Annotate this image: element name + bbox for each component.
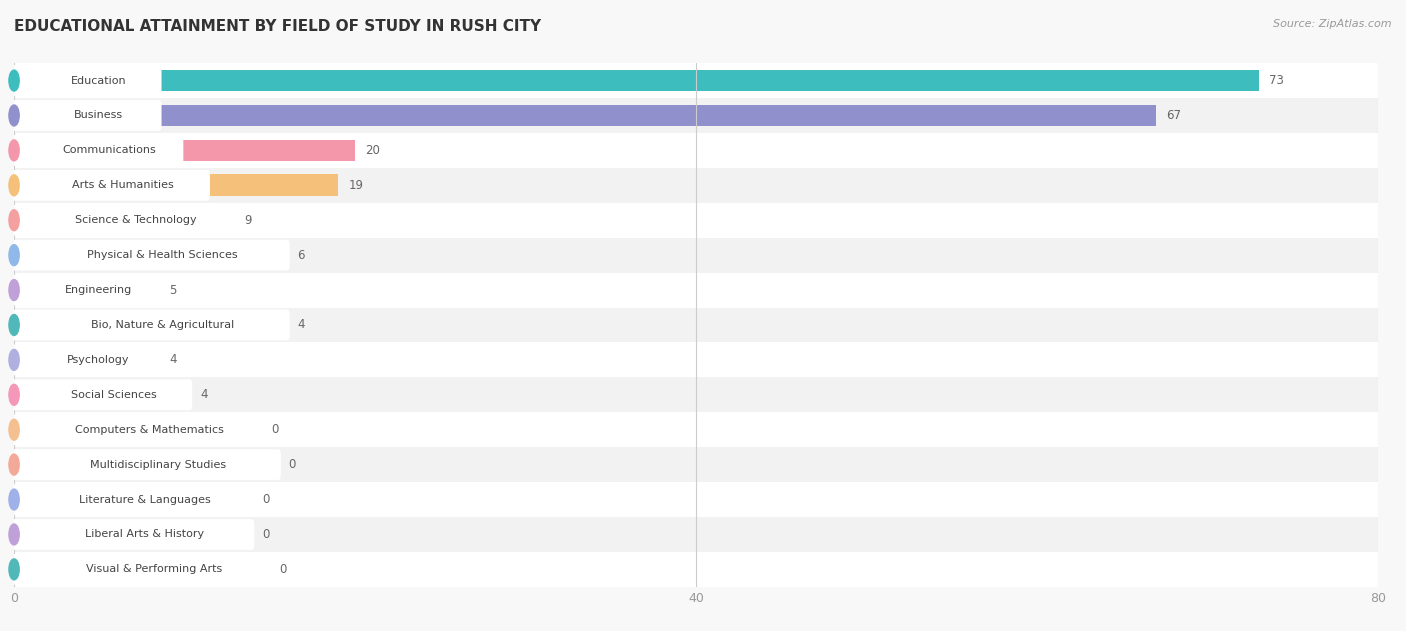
Text: 0: 0: [262, 528, 270, 541]
Circle shape: [8, 140, 20, 161]
Text: 9: 9: [245, 214, 252, 227]
FancyBboxPatch shape: [11, 345, 162, 375]
Text: 19: 19: [349, 179, 363, 192]
Circle shape: [8, 280, 20, 300]
FancyBboxPatch shape: [11, 100, 162, 131]
Circle shape: [8, 175, 20, 196]
Text: 0: 0: [262, 493, 270, 506]
Text: 5: 5: [169, 283, 177, 297]
Bar: [14, 98, 1378, 133]
Bar: [14, 209, 167, 231]
Text: Business: Business: [75, 110, 122, 121]
Bar: [14, 273, 1378, 307]
Bar: [14, 244, 117, 266]
Text: 4: 4: [298, 319, 305, 331]
Bar: [14, 377, 1378, 412]
FancyBboxPatch shape: [11, 170, 209, 201]
Text: Source: ZipAtlas.com: Source: ZipAtlas.com: [1274, 19, 1392, 29]
Bar: [14, 133, 1378, 168]
Bar: [14, 552, 1378, 587]
Circle shape: [8, 524, 20, 545]
Text: Literature & Languages: Literature & Languages: [79, 495, 211, 505]
Text: 67: 67: [1167, 109, 1181, 122]
Bar: [14, 238, 1378, 273]
FancyBboxPatch shape: [11, 240, 290, 271]
Circle shape: [8, 454, 20, 475]
Bar: [14, 517, 1378, 552]
FancyBboxPatch shape: [11, 415, 263, 445]
FancyBboxPatch shape: [11, 310, 290, 340]
Circle shape: [8, 489, 20, 510]
Circle shape: [8, 419, 20, 440]
Text: Physical & Health Sciences: Physical & Health Sciences: [87, 250, 238, 260]
Bar: [14, 175, 337, 196]
Text: Computers & Mathematics: Computers & Mathematics: [75, 425, 224, 435]
Text: 6: 6: [298, 249, 305, 262]
FancyBboxPatch shape: [11, 484, 254, 515]
Text: Visual & Performing Arts: Visual & Performing Arts: [86, 564, 222, 574]
FancyBboxPatch shape: [11, 65, 162, 96]
Bar: [14, 314, 82, 336]
Text: 0: 0: [280, 563, 287, 576]
FancyBboxPatch shape: [11, 135, 183, 166]
Text: Engineering: Engineering: [65, 285, 132, 295]
Text: Bio, Nature & Agricultural: Bio, Nature & Agricultural: [91, 320, 235, 330]
Text: Communications: Communications: [62, 145, 156, 155]
Text: 4: 4: [169, 353, 177, 367]
Bar: [14, 307, 1378, 343]
Circle shape: [8, 209, 20, 231]
Bar: [14, 168, 1378, 203]
FancyBboxPatch shape: [11, 449, 281, 480]
Text: 73: 73: [1268, 74, 1284, 87]
Bar: [14, 447, 1378, 482]
Circle shape: [8, 350, 20, 370]
Bar: [14, 203, 1378, 238]
Bar: [14, 63, 1378, 98]
Text: 0: 0: [288, 458, 295, 471]
Bar: [14, 139, 356, 161]
Text: 0: 0: [271, 423, 278, 436]
Bar: [14, 343, 1378, 377]
Circle shape: [8, 384, 20, 405]
Bar: [14, 70, 1258, 91]
Text: Education: Education: [70, 76, 127, 86]
Text: Liberal Arts & History: Liberal Arts & History: [86, 529, 204, 540]
Text: Social Sciences: Social Sciences: [70, 390, 156, 400]
Circle shape: [8, 559, 20, 580]
Text: Arts & Humanities: Arts & Humanities: [72, 180, 173, 191]
Circle shape: [8, 105, 20, 126]
Bar: [14, 412, 1378, 447]
FancyBboxPatch shape: [11, 205, 236, 235]
FancyBboxPatch shape: [11, 379, 193, 410]
Bar: [14, 349, 82, 370]
Text: 4: 4: [200, 388, 207, 401]
FancyBboxPatch shape: [11, 519, 254, 550]
Circle shape: [8, 314, 20, 336]
Text: Science & Technology: Science & Technology: [75, 215, 197, 225]
Text: 20: 20: [366, 144, 380, 157]
Bar: [14, 105, 1156, 126]
FancyBboxPatch shape: [11, 554, 271, 585]
Text: Multidisciplinary Studies: Multidisciplinary Studies: [90, 459, 226, 469]
Bar: [14, 280, 100, 301]
Circle shape: [8, 70, 20, 91]
Text: Psychology: Psychology: [67, 355, 129, 365]
Bar: [14, 482, 1378, 517]
Text: EDUCATIONAL ATTAINMENT BY FIELD OF STUDY IN RUSH CITY: EDUCATIONAL ATTAINMENT BY FIELD OF STUDY…: [14, 19, 541, 34]
Circle shape: [8, 245, 20, 266]
FancyBboxPatch shape: [11, 274, 162, 305]
Bar: [14, 384, 82, 406]
